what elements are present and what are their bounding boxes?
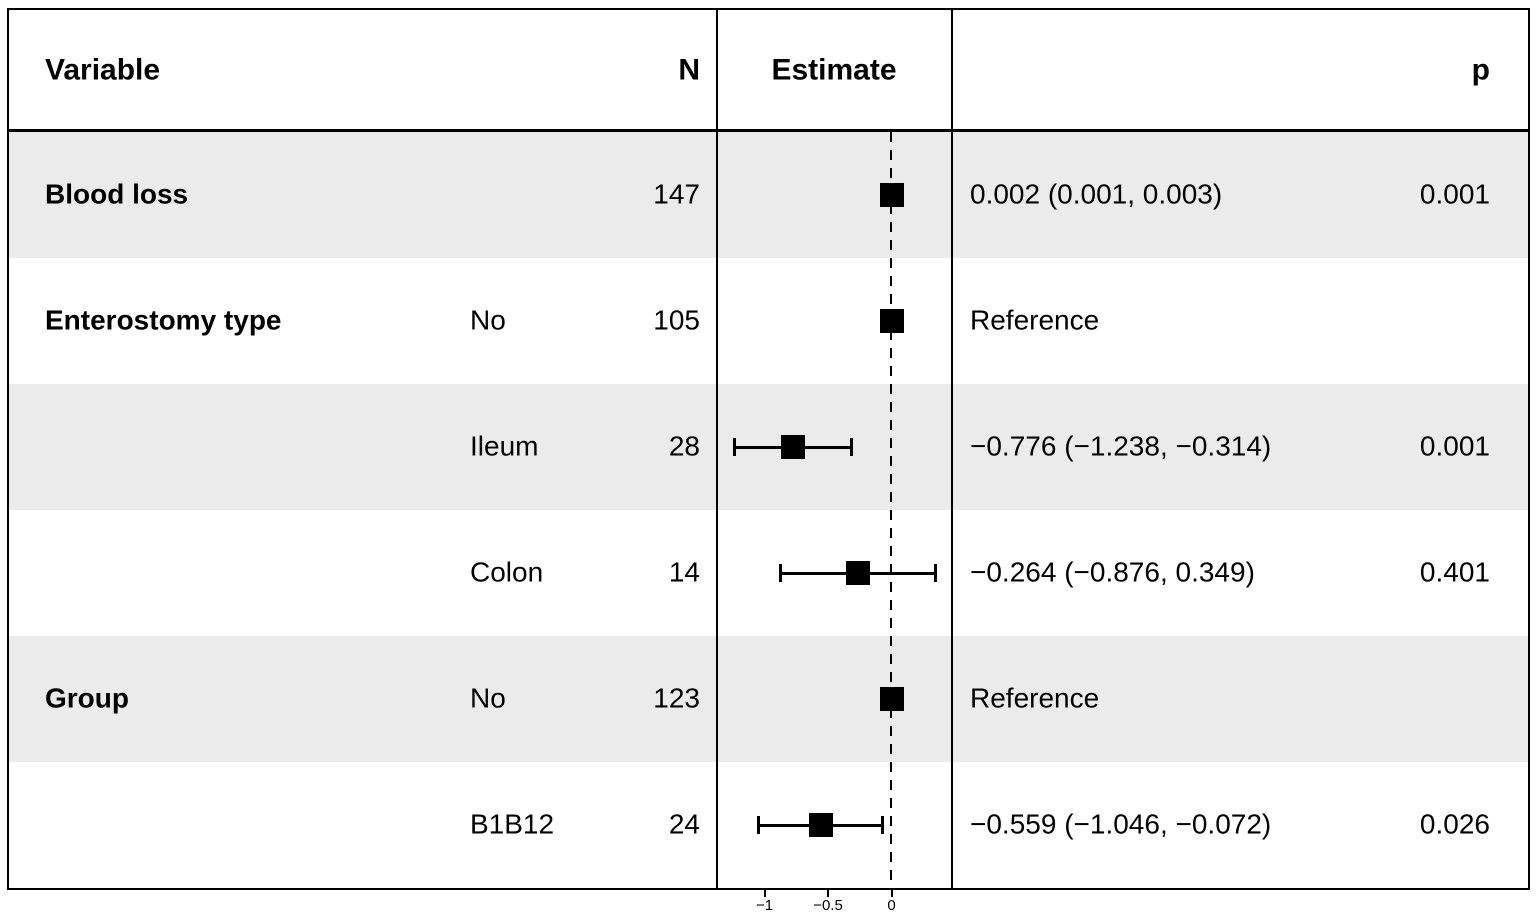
header-divider-line [9,129,1528,132]
row-p-value: 0.001 [1419,430,1490,462]
row-estimate-ci-text: Reference [970,304,1100,336]
column-header-n: N [678,53,700,87]
table-outer-border [7,8,1530,890]
ci-cap-low [778,564,782,582]
ci-cap-high [934,564,938,582]
column-divider-left [716,10,718,888]
axis-tick [827,890,829,897]
axis-tick-label: 0 [887,897,896,914]
column-header-variable: Variable [45,53,161,87]
row-variable-label: Group [45,682,129,714]
row-estimate-ci-text: −0.776 (−1.238, −0.314) [970,430,1272,462]
row-level-label: Colon [470,556,544,588]
row-level-label: B1B12 [470,808,555,840]
column-header-estimate: Estimate [771,53,897,87]
row-level-label: No [470,304,506,336]
ci-cap-high [850,438,854,456]
row-variable-label: Blood loss [45,178,189,210]
row-level-label: Ileum [470,430,539,462]
column-divider-right [951,10,953,888]
row-n-value: 105 [653,304,700,336]
row-stripe [9,636,1528,762]
estimate-marker [879,183,904,207]
row-p-value: 0.001 [1419,178,1490,210]
estimate-marker [879,309,904,333]
axis-tick [890,890,893,897]
estimate-marker [879,687,904,711]
row-p-value: 0.401 [1419,556,1490,588]
row-n-value: 24 [668,808,700,840]
column-header-p: p [1471,53,1490,87]
axis-tick [763,890,766,897]
estimate-marker [780,435,805,459]
estimate-marker [845,561,870,585]
axis-tick-label: −0.5 [813,897,843,914]
row-n-value: 123 [653,682,700,714]
row-level-label: No [470,682,506,714]
row-n-value: 28 [668,430,700,462]
row-stripe [9,132,1528,258]
estimate-marker [808,813,833,837]
row-variable-label: Enterostomy type [45,304,282,336]
row-n-value: 147 [653,178,700,210]
ci-cap-low [757,816,761,834]
axis-tick-label: −1 [755,897,774,914]
row-p-value: 0.026 [1419,808,1490,840]
zero-reference-dashed-line [890,132,892,888]
row-estimate-ci-text: Reference [970,682,1100,714]
row-estimate-ci-text: −0.264 (−0.876, 0.349) [970,556,1255,588]
row-estimate-ci-text: −0.559 (−1.046, −0.072) [970,808,1272,840]
ci-cap-low [732,438,736,456]
ci-cap-high [880,816,884,834]
row-n-value: 14 [668,556,700,588]
row-estimate-ci-text: 0.002 (0.001, 0.003) [970,178,1223,210]
